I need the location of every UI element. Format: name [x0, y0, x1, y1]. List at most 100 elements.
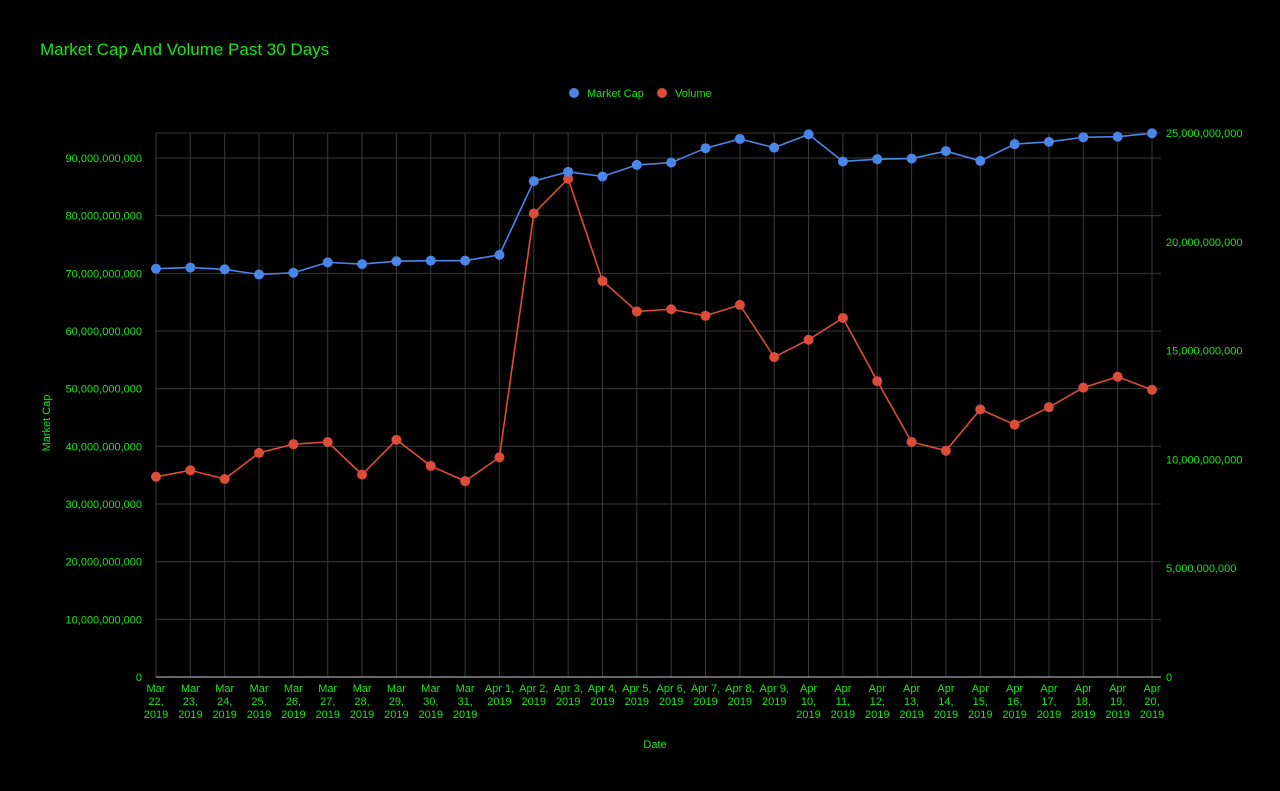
x-tick-label: Apr 20, 2019	[1140, 683, 1164, 721]
market-cap-point	[391, 256, 402, 267]
series-layer	[151, 128, 1157, 487]
x-tick-label: Apr 1, 2019	[485, 683, 514, 708]
x-tick-label: Apr 18, 2019	[1071, 683, 1095, 721]
market-cap-point	[288, 267, 299, 278]
volume-point	[734, 299, 745, 310]
y2-tick-label: 15,000,000,000	[1166, 346, 1242, 358]
market-cap-point	[563, 166, 574, 177]
x-tick-label: Apr 7, 2019	[691, 683, 720, 708]
x-tick-label: Apr 11, 2019	[831, 683, 855, 721]
market-cap-point	[940, 146, 951, 157]
x-tick-label: Apr 13, 2019	[899, 683, 923, 721]
volume-point	[185, 465, 196, 476]
volume-point	[975, 404, 986, 415]
market-cap-point	[1147, 128, 1157, 139]
volume-point	[631, 306, 642, 317]
market-cap-point	[151, 263, 161, 274]
axes: 0 10,000,000,000 20,000,000,000 30,000,000,…	[66, 128, 1243, 721]
volume-point	[219, 473, 230, 484]
y-tick-label: 30,000,000,000	[66, 499, 142, 511]
volume-point	[391, 434, 402, 445]
volume-point	[700, 310, 711, 321]
y-tick-label: 90,000,000,000	[66, 153, 142, 165]
x-tick-label: Apr 3, 2019	[553, 683, 582, 708]
volume-point	[872, 376, 883, 387]
market-cap-point	[666, 157, 677, 168]
volume-point	[1043, 402, 1054, 413]
x-tick-label: Mar 29, 2019	[384, 683, 408, 721]
y-tick-label: 10,000,000,000	[66, 614, 142, 626]
volume-series-line	[155, 177, 1153, 483]
volume-point	[528, 208, 539, 219]
market-cap-point	[1043, 136, 1054, 147]
market-cap-point	[734, 133, 745, 144]
legend: Market Cap Volume	[569, 88, 712, 100]
legend-item-market-cap: Market Cap	[569, 88, 644, 100]
legend-label-market-cap: Market Cap	[587, 88, 644, 100]
volume-point	[494, 452, 505, 463]
chart-title: Market Cap And Volume Past 30 Days	[40, 40, 330, 59]
y-tick-label: 70,000,000,000	[66, 268, 142, 280]
x-tick-label: Mar 30, 2019	[419, 683, 443, 721]
volume-point	[906, 436, 917, 447]
market-cap-point	[528, 176, 539, 187]
volume-point	[460, 476, 471, 487]
x-tick-label: Apr 4, 2019	[588, 683, 617, 708]
y-tick-label: 0	[136, 672, 142, 684]
market-cap-point	[357, 259, 368, 270]
market-cap-point	[494, 249, 505, 260]
x-tick-label: Mar 28, 2019	[350, 683, 374, 721]
market-cap-point	[700, 143, 711, 154]
volume-point	[563, 173, 574, 184]
market-cap-point	[872, 154, 883, 165]
volume-point	[837, 312, 848, 323]
market-cap-point	[185, 262, 196, 273]
y-tick-label: 40,000,000,000	[66, 441, 142, 453]
market-cap-point	[803, 129, 814, 140]
y-axis-title: Market Cap	[41, 395, 53, 452]
market-cap-point	[1078, 132, 1089, 143]
volume-point	[425, 460, 436, 471]
x-tick-label: Apr 19, 2019	[1105, 683, 1129, 721]
x-tick-label: Apr 10, 2019	[796, 683, 820, 721]
volume-point	[1009, 419, 1020, 430]
x-tick-label: Apr 15, 2019	[968, 683, 992, 721]
market-cap-point	[1112, 131, 1123, 142]
volume-point	[940, 445, 951, 456]
y-tick-label: 80,000,000,000	[66, 211, 142, 223]
grid	[155, 132, 1161, 677]
y2-tick-label: 20,000,000,000	[1166, 237, 1242, 249]
x-tick-label: Mar 26, 2019	[281, 683, 305, 721]
market-cap-point	[322, 257, 333, 268]
market-cap-point	[906, 153, 917, 164]
market-cap-point	[460, 255, 471, 266]
x-tick-label: Apr 9, 2019	[760, 683, 789, 708]
legend-marker-volume	[657, 88, 667, 98]
volume-point	[666, 304, 677, 315]
volume-point	[1112, 371, 1123, 382]
x-axis-title: Date	[643, 739, 666, 751]
volume-point	[151, 471, 161, 482]
x-tick-label: Mar 22, 2019	[144, 683, 168, 721]
volume-point	[769, 352, 780, 363]
y-tick-label: 60,000,000,000	[66, 326, 142, 338]
x-tick-label: Mar 31, 2019	[453, 683, 477, 721]
x-tick-label: Apr 2, 2019	[519, 683, 548, 708]
volume-point	[803, 334, 814, 345]
x-tick-label: Apr 17, 2019	[1037, 683, 1061, 721]
x-tick-label: Mar 27, 2019	[315, 683, 339, 721]
y-tick-label: 20,000,000,000	[66, 557, 142, 569]
x-tick-label: Mar 25, 2019	[247, 683, 271, 721]
x-tick-label: Apr 16, 2019	[1002, 683, 1026, 721]
x-tick-label: Apr 6, 2019	[656, 683, 685, 708]
x-tick-label: Apr 8, 2019	[725, 683, 754, 708]
volume-point	[322, 436, 333, 447]
market-cap-series-line	[155, 132, 1153, 276]
x-tick-label: Apr 14, 2019	[934, 683, 958, 721]
y2-tick-label: 5,000,000,000	[1166, 563, 1236, 575]
market-cap-point	[975, 155, 986, 166]
volume-point	[254, 447, 265, 458]
y2-tick-label: 10,000,000,000	[1166, 454, 1242, 466]
x-tick-label: Apr 12, 2019	[865, 683, 889, 721]
